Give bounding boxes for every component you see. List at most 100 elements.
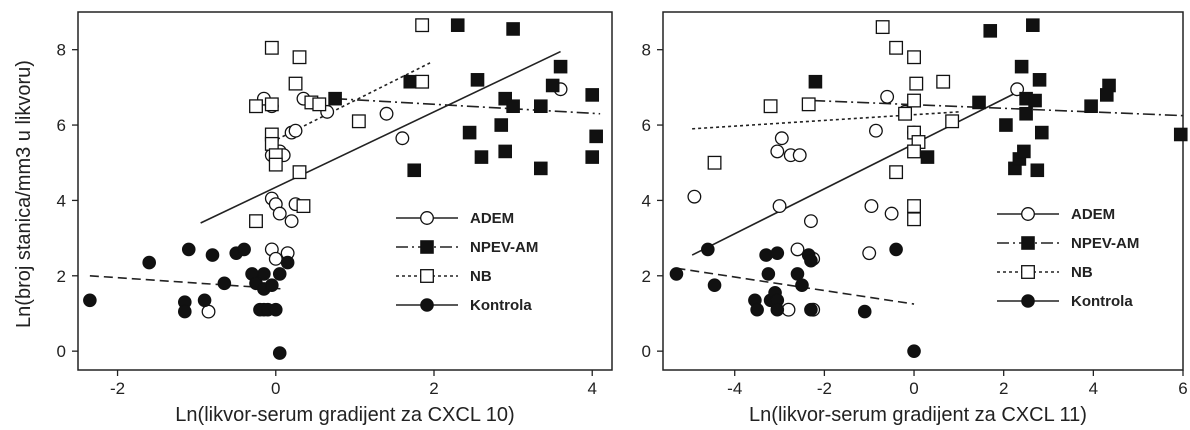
data-point-adem [272, 206, 287, 221]
fit-line-npev-am [813, 99, 1184, 117]
data-point-nb [889, 165, 904, 180]
data-point-kontrola [181, 242, 196, 257]
y-tick-label: 2 [642, 267, 651, 286]
data-point-npev-am [470, 73, 485, 87]
plot-frame [77, 11, 613, 371]
data-point-npev-am [920, 150, 935, 164]
data-point-kontrola [804, 302, 818, 317]
legend-marker [420, 211, 434, 225]
data-point-kontrola [761, 267, 776, 281]
data-point-adem [770, 144, 785, 159]
x-axis-title: Ln(likvor-serum gradijent za CXCL 10) [175, 404, 514, 426]
legend-label: Kontrola [470, 297, 532, 314]
y-tick-label: 4 [642, 191, 651, 210]
data-point-npev-am [999, 118, 1013, 132]
data-point-nb [907, 212, 921, 227]
x-tick-label: 0 [909, 379, 918, 398]
data-point-adem [268, 251, 283, 266]
legend-label: ADEM [470, 210, 514, 227]
data-point-kontrola [701, 242, 715, 257]
fit-line-adem [200, 50, 561, 224]
data-point-adem [868, 123, 883, 138]
data-point-npev-am [506, 22, 520, 36]
data-point-kontrola [272, 267, 287, 281]
data-point-kontrola [759, 248, 773, 262]
data-point-nb [907, 50, 921, 65]
data-point-kontrola [770, 302, 785, 317]
data-point-kontrola [197, 293, 212, 308]
data-point-adem [284, 214, 299, 229]
data-point-kontrola [142, 255, 156, 270]
y-tick-label: 0 [642, 342, 651, 361]
data-point-nb [249, 99, 263, 114]
data-point-nb [898, 106, 913, 121]
data-point-kontrola [217, 276, 232, 291]
data-point-npev-am [983, 24, 998, 38]
data-point-nb [415, 74, 430, 89]
data-point-kontrola [268, 302, 283, 317]
x-tick-label: 4 [1089, 379, 1098, 398]
data-point-nb [875, 20, 890, 35]
data-point-adem [288, 123, 303, 138]
legend-marker [420, 269, 434, 283]
data-point-kontrola [272, 346, 287, 360]
data-point-nb [264, 97, 279, 112]
x-tick-label: -2 [110, 379, 125, 398]
data-point-nb [415, 18, 430, 33]
data-point-kontrola [205, 248, 220, 262]
data-point-npev-am [1026, 18, 1040, 32]
legend-marker [1021, 236, 1035, 250]
y-tick-label: 8 [642, 41, 651, 60]
y-axis-title: Ln(broj stanica/mm3 u likvoru) [13, 60, 35, 328]
data-point-kontrola [280, 255, 295, 270]
y-tick-label: 6 [57, 116, 66, 135]
x-tick-label: -4 [727, 379, 742, 398]
data-point-npev-am [1030, 163, 1045, 178]
data-point-npev-am [1017, 144, 1031, 159]
data-point-adem [880, 89, 895, 104]
data-point-npev-am [534, 99, 548, 114]
data-point-npev-am [1019, 106, 1033, 121]
data-point-adem [395, 131, 410, 146]
data-point-kontrola [907, 344, 921, 358]
legend-label: Kontrola [1071, 293, 1133, 310]
data-point-kontrola [83, 293, 97, 308]
data-point-npev-am [1014, 59, 1029, 74]
y-tick-label: 8 [57, 41, 66, 60]
data-point-kontrola [889, 242, 903, 257]
data-point-npev-am [545, 78, 560, 93]
data-point-npev-am [462, 125, 477, 140]
data-point-nb [249, 214, 263, 229]
legend-label: NPEV-AM [1071, 235, 1139, 252]
data-point-nb [801, 97, 816, 112]
chart-panel-cxcl11: -4 -2 0 2 4 6 0 2 4 6 8 ADEM NPEV-AM NB Kontrola Ln(l… [642, 11, 1188, 426]
data-point-kontrola [804, 253, 818, 268]
data-point-adem [774, 131, 789, 146]
fit-line-nb [692, 111, 959, 130]
data-point-kontrola [707, 278, 722, 293]
data-point-npev-am [808, 74, 823, 89]
data-point-nb [292, 50, 307, 65]
data-point-nb [351, 114, 366, 129]
x-axis-title: Ln(likvor-serum gradijent za CXCL 11) [749, 404, 1087, 426]
data-point-npev-am [328, 91, 342, 106]
data-point-adem [864, 199, 879, 214]
data-point-nb [288, 76, 303, 91]
data-point-nb [907, 144, 921, 159]
data-point-kontrola [770, 246, 785, 260]
data-point-kontrola [750, 302, 764, 317]
y-tick-label: 6 [642, 116, 651, 135]
fit-line-npev-am [335, 97, 601, 115]
data-point-nb [889, 40, 904, 55]
axis-ticks: -4 -2 0 2 4 6 0 2 4 6 8 [642, 41, 1188, 398]
y-tick-label: 2 [57, 267, 66, 286]
data-point-kontrola [178, 304, 192, 319]
chart-panel-cxcl10: -2 0 2 4 0 2 4 6 8 ADEM NPEV-AM NB Kontrola Ln(likv… [57, 11, 613, 426]
data-point-npev-am [585, 88, 600, 102]
legend-marker [420, 240, 434, 254]
data-point-kontrola [237, 242, 251, 257]
data-point-npev-am [1028, 93, 1042, 108]
fit-lines [676, 90, 1184, 305]
data-point-npev-am [972, 95, 986, 110]
